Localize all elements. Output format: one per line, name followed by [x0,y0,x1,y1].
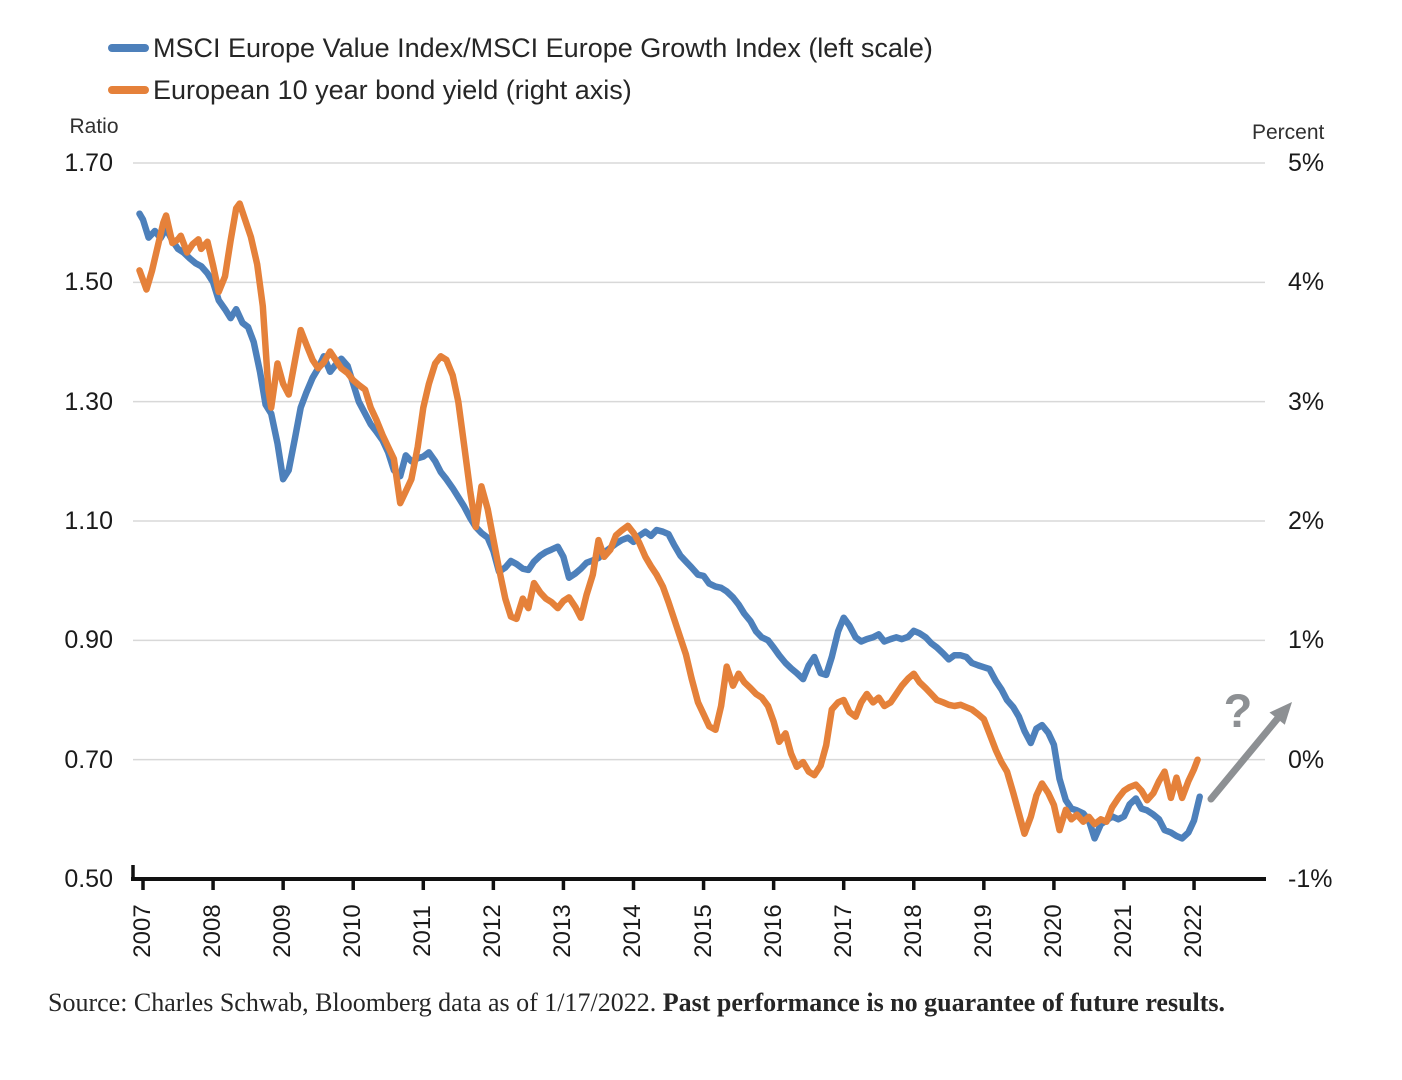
legend-label: European 10 year bond yield (right axis) [153,74,632,105]
legend-item-yield: European 10 year bond yield (right axis) [108,75,632,105]
x-tick-label: 2012 [479,904,507,958]
legend-item-ratio: MSCI Europe Value Index/MSCI Europe Grow… [108,33,933,63]
left-tick-label: 1.70 [64,149,113,177]
left-axis-title: Ratio [69,115,119,138]
question-mark-annotation: ? [1223,684,1253,737]
x-tick-label: 2010 [339,904,367,958]
right-axis-title: Percent [1252,121,1325,144]
right-tick-label: 5% [1288,149,1325,177]
left-tick-label: 0.70 [64,745,113,774]
x-tick-label: 2007 [129,904,156,958]
x-tick-label: 2013 [549,904,577,958]
right-tick-label: 1% [1288,626,1325,655]
x-tick-label: 2008 [199,904,227,958]
x-tick-label: 2019 [969,904,997,958]
left-tick-label: 1.10 [64,507,113,535]
x-tick-label: 2016 [759,904,787,958]
x-tick-label: 2022 [1180,904,1208,958]
x-tick-label: 2011 [409,905,437,957]
source-note: Source: Charles Schwab, Bloomberg data a… [48,988,1378,1018]
right-tick-label: 4% [1288,268,1325,297]
legend-swatch-orange [108,86,149,94]
x-tick-label: 2018 [899,904,927,958]
right-tick-label: -1% [1288,865,1333,893]
arrow-head-icon [1269,702,1292,725]
right-tick-label: 0% [1288,745,1325,774]
x-tick-label: 2014 [619,904,647,958]
left-tick-label: 0.50 [64,865,113,893]
x-tick-label: 2015 [689,904,717,958]
left-tick-label: 1.30 [64,387,113,416]
legend-label: MSCI Europe Value Index/MSCI Europe Grow… [153,32,933,63]
x-tick-label: 2017 [829,904,857,958]
legend-swatch-blue [108,44,149,52]
source-note-disclaimer: Past performance is no guarantee of futu… [662,988,1226,1017]
left-tick-label: 0.90 [64,626,113,655]
right-tick-label: 2% [1288,507,1325,535]
x-tick-label: 2020 [1039,904,1067,958]
right-tick-label: 3% [1288,387,1325,416]
arrow-shaft [1207,714,1282,803]
left-tick-label: 1.50 [64,268,113,297]
series-line-yield [136,200,1201,837]
source-note-text: Source: Charles Schwab, Bloomberg data a… [48,988,663,1017]
x-tick-label: 2009 [269,904,297,958]
x-tick-label: 2021 [1109,904,1137,958]
series-line-ratio [136,210,1203,842]
